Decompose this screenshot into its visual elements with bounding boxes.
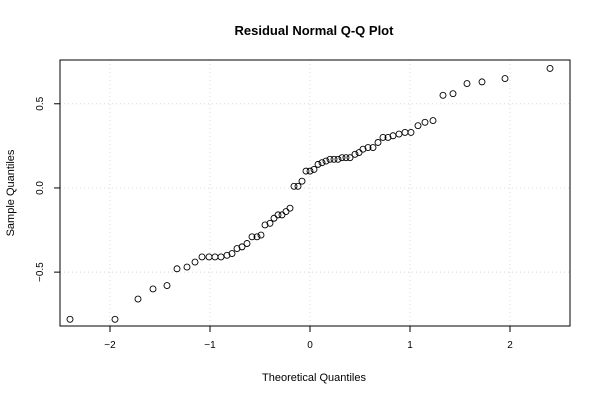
data-point xyxy=(298,177,306,185)
data-point xyxy=(261,221,269,229)
y-tick-label: 0.5 xyxy=(35,96,46,110)
data-point xyxy=(342,154,350,162)
data-point xyxy=(228,250,236,258)
data-point xyxy=(205,253,213,261)
x-axis-label: Theoretical Quantiles xyxy=(262,372,366,384)
data-point xyxy=(314,160,322,168)
data-point xyxy=(134,295,142,303)
data-point xyxy=(395,130,403,138)
data-point xyxy=(322,157,330,165)
data-point xyxy=(546,64,554,72)
data-point xyxy=(282,208,290,215)
data-point xyxy=(211,253,219,261)
x-axis: −2 −1 0 1 2 xyxy=(104,326,513,351)
data-point xyxy=(302,167,310,175)
data-point xyxy=(439,91,447,99)
grid-lines xyxy=(60,60,570,326)
y-axis: −0.5 0.0 0.5 xyxy=(35,96,60,282)
data-point xyxy=(294,182,302,190)
data-point xyxy=(346,154,354,162)
data-point xyxy=(253,233,261,241)
data-point xyxy=(149,285,157,293)
data-point xyxy=(501,75,509,82)
data-point xyxy=(198,253,206,261)
x-tick-label: 1 xyxy=(407,340,413,351)
plot-frame xyxy=(59,59,571,327)
data-point xyxy=(223,251,231,259)
y-tick-label: −0.5 xyxy=(35,262,46,282)
y-axis-label: Sample Quantiles xyxy=(5,149,17,236)
data-point xyxy=(429,117,437,125)
chart-title: Residual Normal Q-Q Plot xyxy=(235,23,395,38)
data-point xyxy=(384,133,392,141)
data-point xyxy=(238,243,246,251)
data-point xyxy=(478,78,486,86)
data-point xyxy=(191,258,199,266)
x-tick-label: 2 xyxy=(507,340,513,351)
data-point xyxy=(270,214,278,222)
data-point xyxy=(233,245,241,253)
data-point xyxy=(374,139,382,146)
data-point xyxy=(338,154,346,162)
data-point xyxy=(369,144,377,151)
data-point xyxy=(351,150,359,158)
data-point xyxy=(111,315,119,323)
data-point xyxy=(407,128,415,136)
data-point xyxy=(278,211,286,219)
data-point xyxy=(379,133,387,141)
data-point xyxy=(401,128,409,136)
x-tick-label: −2 xyxy=(104,340,116,351)
data-point xyxy=(66,315,74,323)
data-point xyxy=(330,155,338,163)
data-point xyxy=(243,240,251,247)
data-point xyxy=(449,90,457,98)
data-point xyxy=(183,263,191,271)
data-point xyxy=(173,265,181,273)
x-tick-label: −1 xyxy=(204,340,216,351)
data-point xyxy=(414,122,422,130)
data-point xyxy=(274,211,282,219)
data-points xyxy=(66,64,554,323)
data-point xyxy=(217,253,225,261)
data-point xyxy=(318,159,326,167)
data-point xyxy=(306,167,314,175)
data-point xyxy=(463,80,471,88)
data-point xyxy=(163,282,171,290)
data-point xyxy=(326,155,334,163)
data-point xyxy=(248,233,256,241)
data-point xyxy=(310,165,318,173)
x-tick-label: 0 xyxy=(307,340,313,351)
y-tick-label: 0.0 xyxy=(35,181,46,195)
data-point xyxy=(290,182,298,190)
data-point xyxy=(286,204,294,212)
data-point xyxy=(334,155,342,163)
data-point xyxy=(364,144,372,151)
data-point xyxy=(355,149,363,157)
data-point xyxy=(359,145,367,153)
data-point xyxy=(421,118,429,126)
data-point xyxy=(266,219,274,227)
data-point xyxy=(257,231,265,239)
